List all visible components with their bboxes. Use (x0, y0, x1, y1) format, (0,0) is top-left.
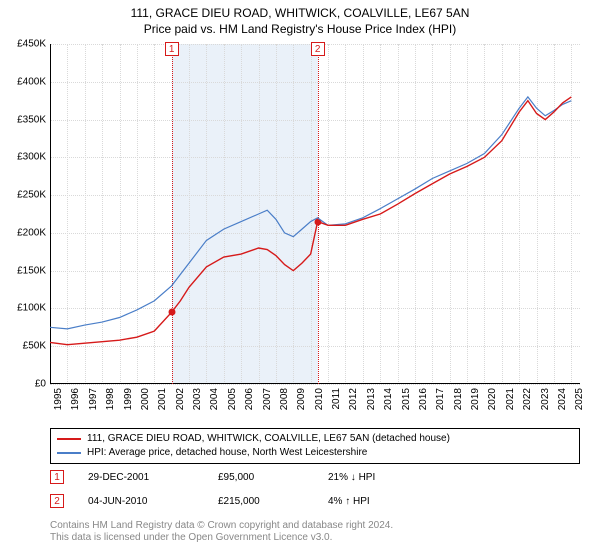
line-price-paid (50, 97, 571, 345)
x-tick-label: 1999 (123, 388, 134, 410)
event-row-1: 1 29-DEC-2001 £95,000 21% ↓ HPI (50, 470, 580, 484)
event-price-2: £215,000 (218, 496, 328, 507)
x-tick-label: 2025 (574, 388, 585, 410)
y-tick-label: £300K (17, 152, 46, 163)
chart-subtitle: Price paid vs. HM Land Registry's House … (0, 22, 600, 36)
line-hpi (50, 97, 571, 329)
event-date-1: 29-DEC-2001 (88, 472, 218, 483)
event-pct-1: 21% ↓ HPI (328, 472, 375, 483)
legend-label-hpi: HPI: Average price, detached house, Nort… (87, 446, 367, 460)
x-tick-label: 2022 (522, 388, 533, 410)
footer-line-2: This data is licensed under the Open Gov… (50, 532, 580, 544)
chart-title: 111, GRACE DIEU ROAD, WHITWICK, COALVILL… (0, 6, 600, 20)
x-tick-label: 2013 (366, 388, 377, 410)
y-tick-label: £200K (17, 227, 46, 238)
legend-label-price: 111, GRACE DIEU ROAD, WHITWICK, COALVILL… (87, 432, 450, 446)
gridline-h (50, 384, 580, 385)
x-tick-label: 2002 (175, 388, 186, 410)
x-tick-label: 2006 (244, 388, 255, 410)
x-tick-label: 1995 (53, 388, 64, 410)
x-tick-label: 2017 (435, 388, 446, 410)
y-tick-label: £50K (23, 341, 46, 352)
x-tick-label: 1997 (88, 388, 99, 410)
line-series (50, 44, 580, 384)
plot-area: £0£50K£100K£150K£200K£250K£300K£350K£400… (50, 44, 580, 384)
legend-swatch-hpi (57, 452, 81, 454)
x-tick-label: 2005 (227, 388, 238, 410)
x-tick-label: 2008 (279, 388, 290, 410)
event-pct-2: 4% ↑ HPI (328, 496, 370, 507)
event-date-2: 04-JUN-2010 (88, 496, 218, 507)
legend-row-hpi: HPI: Average price, detached house, Nort… (57, 446, 573, 460)
y-tick-label: £400K (17, 76, 46, 87)
y-tick-label: £100K (17, 303, 46, 314)
event-price-1: £95,000 (218, 472, 328, 483)
footer-line-1: Contains HM Land Registry data © Crown c… (50, 520, 580, 532)
x-tick-label: 2010 (314, 388, 325, 410)
title-block: 111, GRACE DIEU ROAD, WHITWICK, COALVILL… (0, 0, 600, 36)
x-tick-label: 2003 (192, 388, 203, 410)
x-tick-label: 2012 (348, 388, 359, 410)
x-tick-label: 2020 (487, 388, 498, 410)
x-tick-label: 2011 (331, 388, 342, 410)
event-marker-1: 1 (50, 470, 64, 484)
x-tick-label: 1996 (70, 388, 81, 410)
chart-container: 111, GRACE DIEU ROAD, WHITWICK, COALVILL… (0, 0, 600, 560)
x-tick-label: 2015 (401, 388, 412, 410)
y-tick-label: £350K (17, 114, 46, 125)
x-tick-label: 2016 (418, 388, 429, 410)
x-tick-label: 1998 (105, 388, 116, 410)
y-tick-label: £250K (17, 190, 46, 201)
y-tick-label: £150K (17, 265, 46, 276)
event-marker-2: 2 (50, 494, 64, 508)
legend-row-price: 111, GRACE DIEU ROAD, WHITWICK, COALVILL… (57, 432, 573, 446)
x-tick-label: 2004 (209, 388, 220, 410)
x-tick-label: 2014 (383, 388, 394, 410)
x-tick-label: 2000 (140, 388, 151, 410)
x-tick-label: 2018 (453, 388, 464, 410)
y-tick-label: £0 (35, 379, 46, 390)
x-tick-label: 2024 (557, 388, 568, 410)
y-tick-label: £450K (17, 39, 46, 50)
x-tick-label: 2023 (540, 388, 551, 410)
legend-swatch-price (57, 438, 81, 440)
x-tick-label: 2021 (505, 388, 516, 410)
x-tick-label: 2009 (296, 388, 307, 410)
event-row-2: 2 04-JUN-2010 £215,000 4% ↑ HPI (50, 494, 580, 508)
x-tick-label: 2007 (262, 388, 273, 410)
x-tick-label: 2019 (470, 388, 481, 410)
x-tick-label: 2001 (157, 388, 168, 410)
legend: 111, GRACE DIEU ROAD, WHITWICK, COALVILL… (50, 428, 580, 464)
